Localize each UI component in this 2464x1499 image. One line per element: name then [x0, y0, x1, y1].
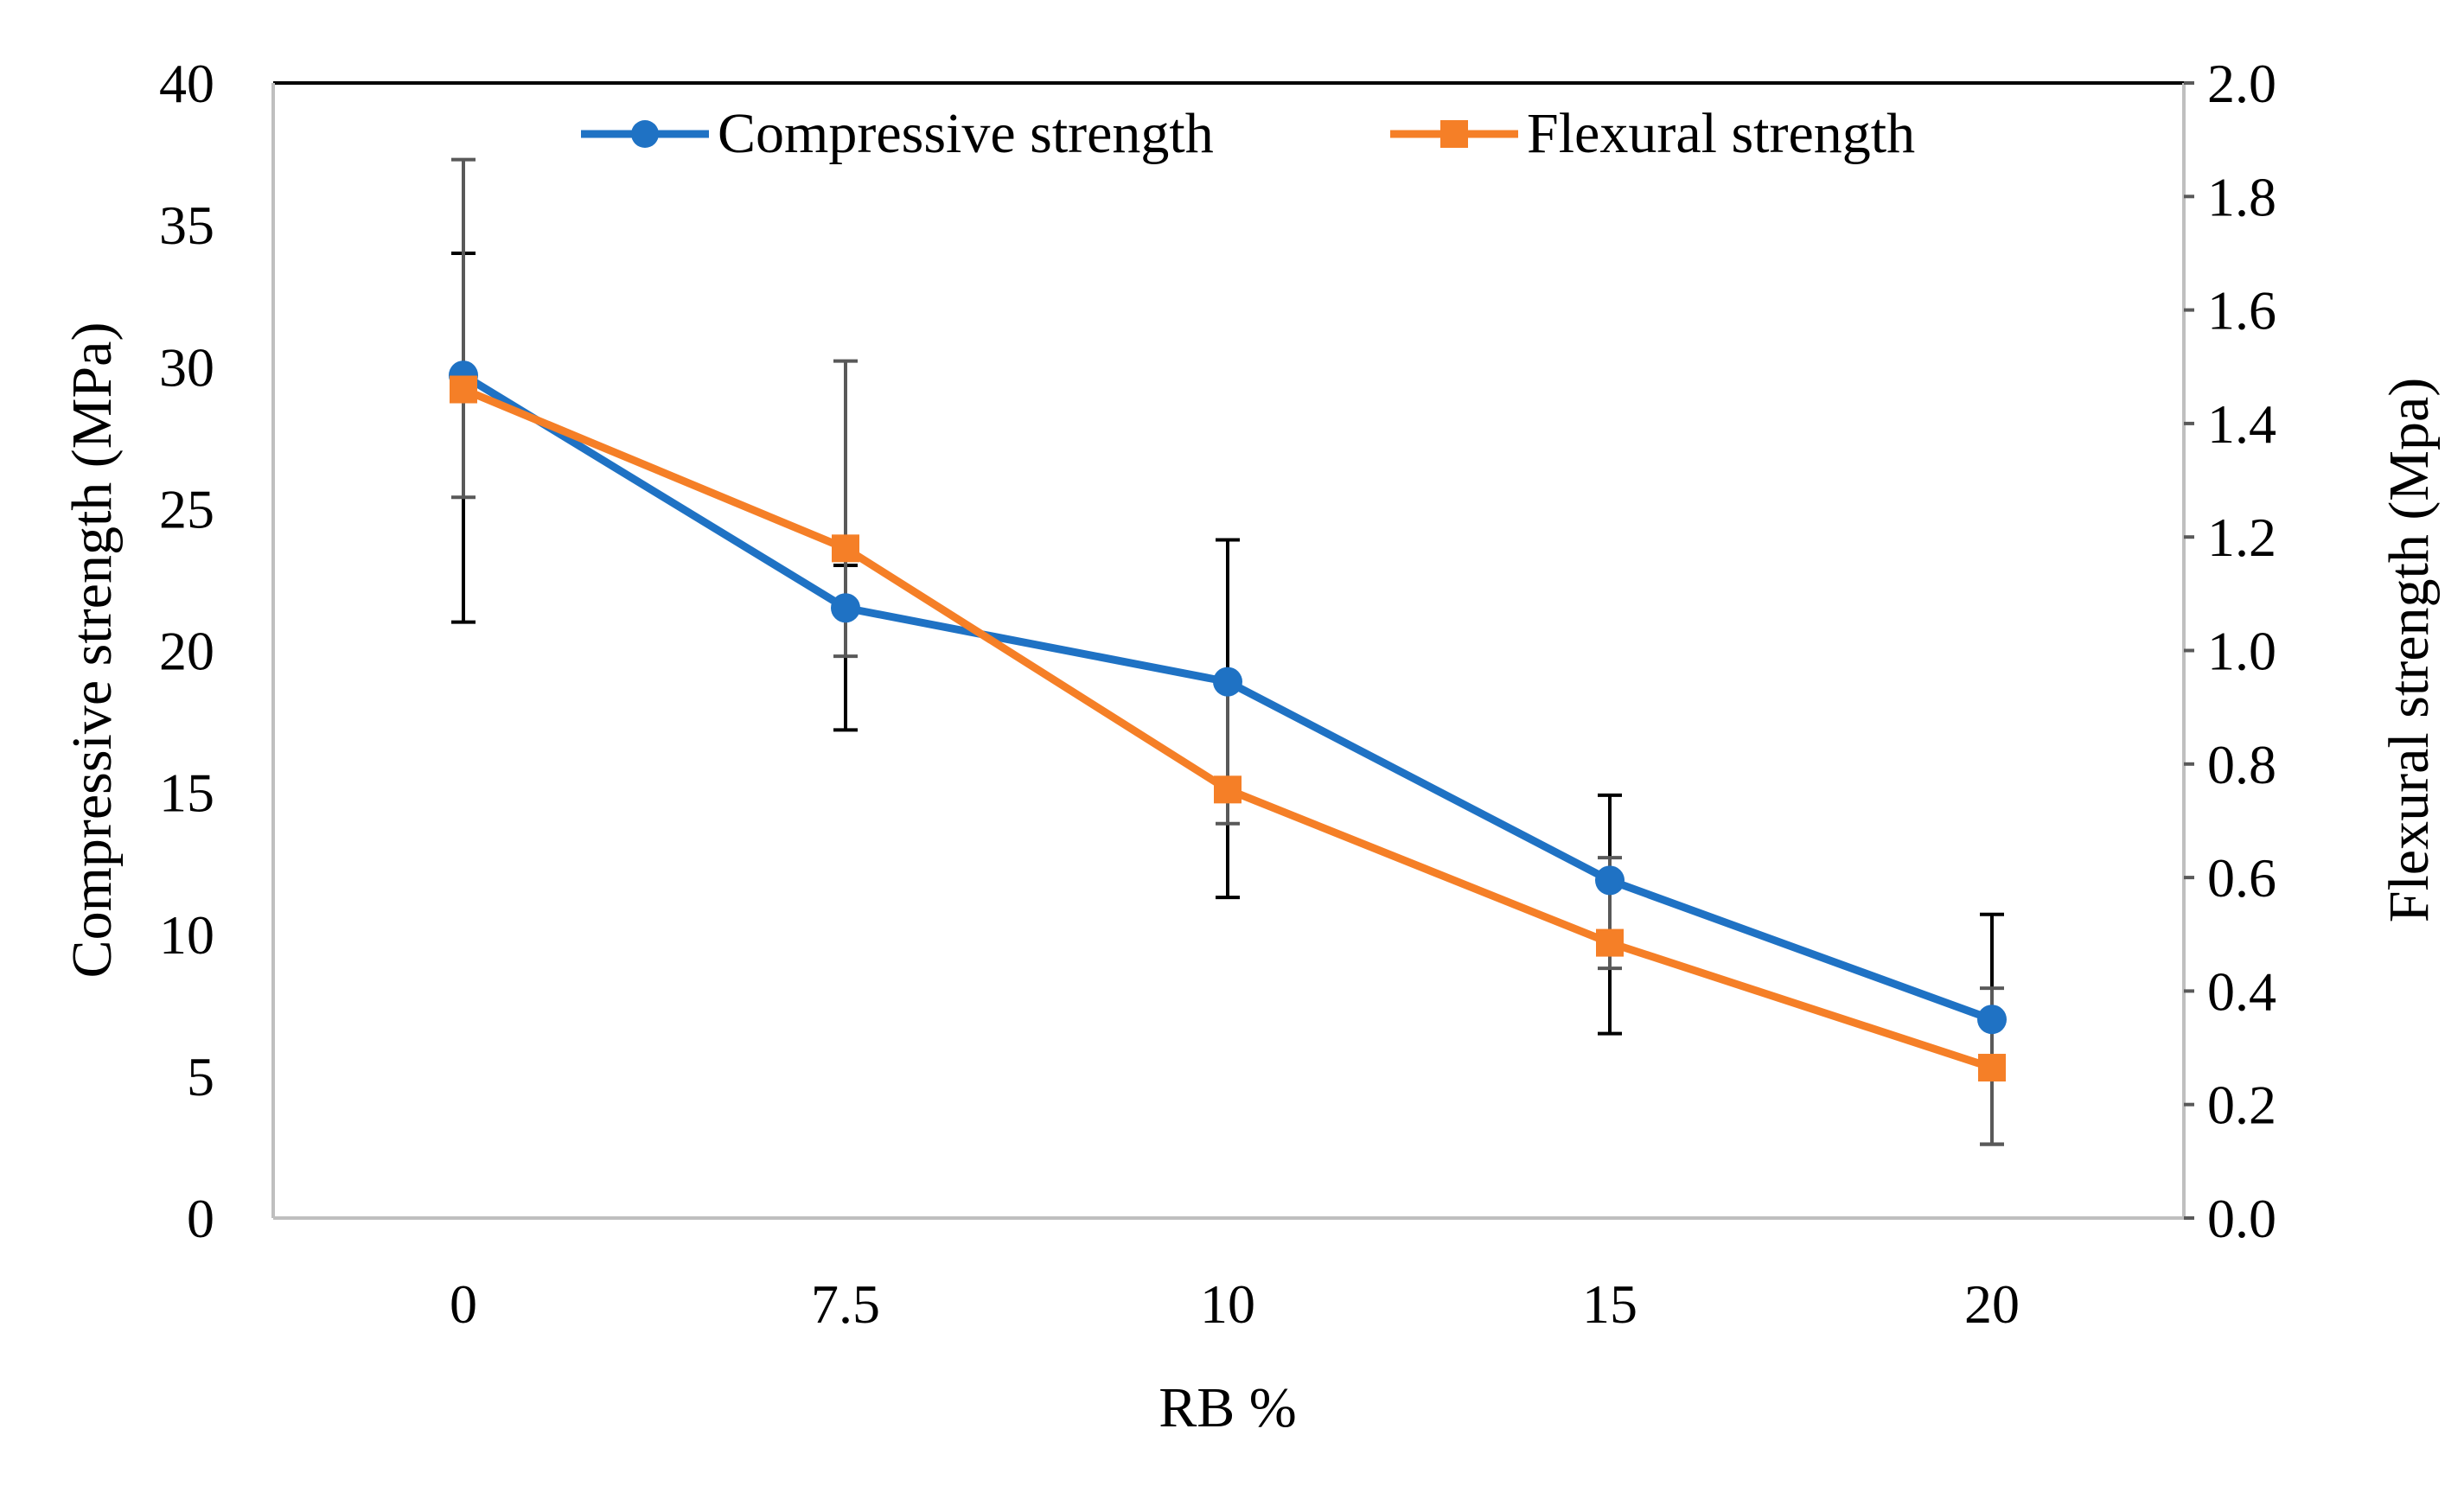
- left-tick-label: 15: [159, 762, 214, 824]
- legend: Compressive strength Flexural strength: [581, 102, 1915, 165]
- series-markers: [449, 360, 2007, 1082]
- right-tick-label: 0.4: [2207, 960, 2276, 1022]
- right-tick-label: 0.6: [2207, 847, 2276, 909]
- right-tick-label: 1.0: [2207, 621, 2276, 682]
- left-tick-label: 5: [187, 1046, 214, 1107]
- right-tick-label: 1.8: [2207, 166, 2276, 227]
- right-axis-ticks: 0.0 0.2 0.4 0.6 0.8 1.0 1.2 1.4 1.6 1.8 2.0: [2184, 53, 2276, 1249]
- flexural-strength-point: [832, 534, 859, 563]
- left-tick-label: 40: [159, 53, 214, 114]
- compressive-strength-point: [1213, 667, 1242, 697]
- x-axis-title: RB %: [1159, 1376, 1297, 1439]
- flexural-strength-point: [1596, 928, 1624, 957]
- flexural-strength-point: [1214, 775, 1242, 804]
- right-tick-label: 1.2: [2207, 507, 2276, 568]
- legend-marker-flexural: [1440, 120, 1468, 148]
- right-axis-title: Flexural strength (Mpa): [2378, 378, 2441, 923]
- x-tick-label: 7.5: [811, 1273, 880, 1335]
- flexural-strength-point: [450, 375, 477, 404]
- left-axis-title: Compressive strength (MPa): [61, 322, 124, 979]
- right-tick-label: 0.2: [2207, 1075, 2276, 1136]
- left-axis-ticks: 0 5 10 15 20 25 30 35 40: [159, 53, 214, 1249]
- legend-label-compressive: Compressive strength: [718, 102, 1214, 165]
- x-tick-label: 0: [450, 1273, 477, 1335]
- left-tick-label: 35: [159, 195, 214, 256]
- x-tick-label: 15: [1582, 1273, 1637, 1335]
- right-tick-label: 2.0: [2207, 53, 2276, 114]
- x-tick-label: 20: [1964, 1273, 2020, 1335]
- compressive-strength-point: [1977, 1005, 2007, 1035]
- x-tick-label: 10: [1200, 1273, 1255, 1335]
- right-tick-label: 1.4: [2207, 393, 2276, 455]
- compressive-strength-point: [1595, 865, 1625, 896]
- left-tick-label: 20: [159, 621, 214, 682]
- left-tick-label: 10: [159, 904, 214, 966]
- compressive-strength-point: [831, 593, 860, 623]
- right-tick-label: 1.6: [2207, 280, 2276, 341]
- error-bars: [451, 157, 2004, 1146]
- x-axis-ticks: 0 7.5 10 15 20: [450, 1273, 2020, 1335]
- left-tick-label: 25: [159, 478, 214, 539]
- legend-marker-compressive: [631, 120, 659, 148]
- left-tick-label: 0: [187, 1188, 214, 1249]
- right-tick-label: 0.0: [2207, 1188, 2276, 1249]
- legend-label-flexural: Flexural strength: [1527, 102, 1915, 165]
- left-tick-label: 30: [159, 336, 214, 398]
- flexural-strength-point: [1978, 1054, 2006, 1082]
- right-tick-label: 0.8: [2207, 734, 2276, 795]
